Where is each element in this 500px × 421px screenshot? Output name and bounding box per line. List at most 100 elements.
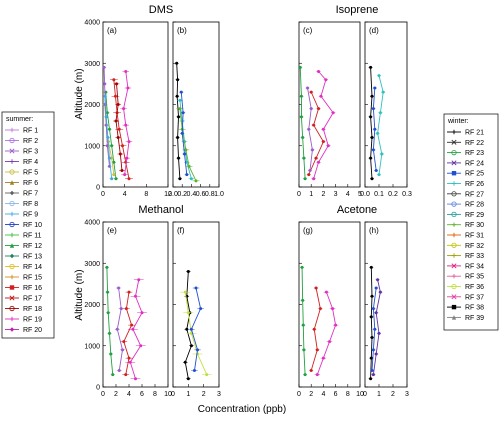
data-point bbox=[314, 156, 318, 160]
data-point bbox=[119, 307, 123, 311]
x-tick-label: 0 bbox=[101, 391, 105, 398]
x-tick-label: 0.2 bbox=[388, 191, 398, 198]
data-point bbox=[377, 173, 381, 177]
series-line bbox=[311, 70, 336, 181]
legend-item: RF 11 bbox=[5, 233, 42, 240]
legend-item: RF 27 bbox=[447, 191, 484, 198]
legend-marker bbox=[9, 159, 15, 164]
legend-marker bbox=[9, 232, 15, 238]
legend-marker bbox=[451, 283, 457, 290]
data-point bbox=[371, 373, 375, 377]
data-point bbox=[185, 160, 189, 164]
panel-letter: (g) bbox=[303, 226, 313, 235]
legend-item: RF 28 bbox=[447, 201, 484, 209]
series-line bbox=[300, 265, 308, 377]
data-point bbox=[186, 270, 190, 273]
series-line bbox=[298, 65, 308, 181]
legend-marker bbox=[451, 222, 457, 227]
legend-marker bbox=[9, 137, 15, 144]
data-point bbox=[377, 74, 381, 78]
data-point bbox=[185, 173, 189, 177]
legend-marker bbox=[451, 171, 457, 176]
data-point bbox=[312, 327, 316, 331]
data-point bbox=[185, 327, 189, 331]
legend-item: RF 26 bbox=[447, 181, 484, 188]
data-point bbox=[176, 78, 180, 82]
data-point bbox=[300, 265, 304, 269]
legend-summer-title: summer: bbox=[6, 116, 33, 123]
data-point bbox=[105, 111, 109, 115]
data-point bbox=[175, 61, 179, 65]
series-line bbox=[368, 265, 374, 381]
series-line bbox=[371, 86, 379, 172]
data-point bbox=[369, 265, 373, 269]
data-point bbox=[371, 348, 375, 352]
series-line bbox=[176, 107, 200, 183]
legend-item: RF 22 bbox=[447, 139, 484, 147]
legend-label: RF 26 bbox=[465, 181, 484, 188]
data-point bbox=[369, 315, 373, 319]
plot-frame bbox=[364, 21, 408, 188]
legend-item: RF 37 bbox=[447, 294, 484, 301]
legend-label: RF 25 bbox=[465, 171, 484, 178]
data-point bbox=[116, 103, 120, 106]
panel-h: 0 1 2 3 (h) bbox=[363, 221, 409, 398]
y-tick-label: 2000 bbox=[84, 302, 100, 309]
panel-letter: (d) bbox=[369, 26, 379, 35]
data-point bbox=[124, 70, 128, 73]
legend-item: RF 32 bbox=[447, 242, 484, 250]
series-line bbox=[188, 286, 204, 372]
legend-label: RF 31 bbox=[465, 233, 484, 240]
data-point bbox=[126, 86, 130, 90]
data-point bbox=[315, 348, 319, 352]
data-point bbox=[140, 311, 144, 315]
data-point bbox=[315, 373, 319, 377]
y-tick-label: 1000 bbox=[84, 143, 100, 150]
series-path bbox=[370, 67, 373, 179]
x-tick-label: 0.2 bbox=[177, 191, 187, 198]
legend-label: RF 20 bbox=[23, 327, 42, 334]
x-tick-label: 2 bbox=[309, 391, 313, 398]
x-tick-label: 3 bbox=[217, 391, 221, 398]
data-point bbox=[301, 298, 305, 302]
series-line bbox=[103, 90, 118, 181]
data-point bbox=[301, 136, 305, 139]
legend-item: RF 30 bbox=[447, 222, 484, 229]
series-line bbox=[368, 65, 374, 181]
legend-marker bbox=[451, 211, 457, 217]
legend-marker bbox=[9, 316, 15, 322]
x-tick-label: 0.1 bbox=[374, 191, 384, 198]
x-tick-label: 3 bbox=[334, 191, 338, 198]
data-point bbox=[178, 107, 182, 111]
legend-marker bbox=[451, 253, 457, 258]
series-line bbox=[120, 290, 136, 377]
legend-marker bbox=[451, 191, 457, 197]
legend-label: RF 39 bbox=[465, 315, 484, 322]
panel-letter: (a) bbox=[107, 26, 117, 35]
data-point bbox=[131, 327, 135, 331]
legend-label: RF 34 bbox=[465, 263, 484, 270]
x-tick-label: 4 bbox=[127, 391, 131, 398]
data-point bbox=[307, 127, 311, 131]
legend-marker bbox=[9, 274, 15, 280]
legend-marker bbox=[9, 169, 15, 175]
x-tick-label: 3 bbox=[405, 391, 409, 398]
legend-marker bbox=[9, 190, 15, 196]
series-path bbox=[377, 75, 384, 175]
data-point bbox=[374, 169, 378, 172]
data-point bbox=[374, 311, 378, 315]
legend-item: RF 4 bbox=[5, 159, 38, 166]
series-line bbox=[104, 265, 115, 377]
series-path bbox=[299, 67, 306, 179]
data-point bbox=[117, 127, 121, 131]
data-point bbox=[122, 340, 126, 344]
data-point bbox=[112, 160, 116, 164]
data-point bbox=[302, 156, 306, 160]
legend-label: RF 35 bbox=[465, 274, 484, 281]
series-line bbox=[314, 290, 339, 377]
legend-marker bbox=[451, 232, 457, 238]
series-path bbox=[372, 279, 381, 375]
legend-label: RF 9 bbox=[23, 212, 38, 219]
series-path bbox=[313, 71, 334, 179]
series-path bbox=[106, 267, 114, 375]
